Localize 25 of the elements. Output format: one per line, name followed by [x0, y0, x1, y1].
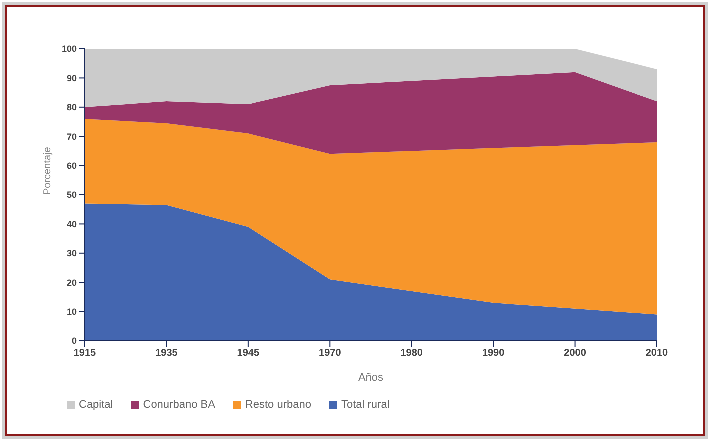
- x-tick-label: 1980: [400, 348, 424, 360]
- x-tick-label: 1935: [156, 348, 178, 360]
- x-tick-label: 1915: [74, 348, 97, 360]
- legend-label: Resto urbano: [244, 399, 312, 411]
- y-tick-label: 60: [66, 160, 77, 171]
- legend-label: Conurbano BA: [142, 399, 216, 411]
- y-tick-label: 30: [66, 248, 77, 259]
- y-tick-label: 70: [66, 132, 77, 142]
- x-tick-label: 1945: [237, 348, 260, 360]
- y-tick-label: 10: [66, 306, 77, 317]
- x-tick-label: 2010: [646, 348, 669, 360]
- y-tick-label: 100: [62, 44, 77, 54]
- y-tick-label: 40: [66, 219, 77, 230]
- y-tick-label: 90: [66, 73, 77, 84]
- y-tick-label: 80: [66, 102, 77, 113]
- y-axis-title: Porcentaje: [42, 146, 54, 195]
- legend-label: Total rural: [340, 399, 390, 411]
- legend-label: Capital: [78, 399, 114, 411]
- x-tick-label: 1970: [319, 348, 342, 360]
- y-tick-label: 50: [66, 190, 77, 200]
- y-tick-label: 20: [66, 278, 77, 288]
- x-axis-title: Años: [358, 372, 384, 384]
- y-tick-label: 0: [72, 336, 77, 346]
- x-tick-label: 1990: [482, 348, 506, 360]
- x-tick-label: 2000: [564, 348, 587, 360]
